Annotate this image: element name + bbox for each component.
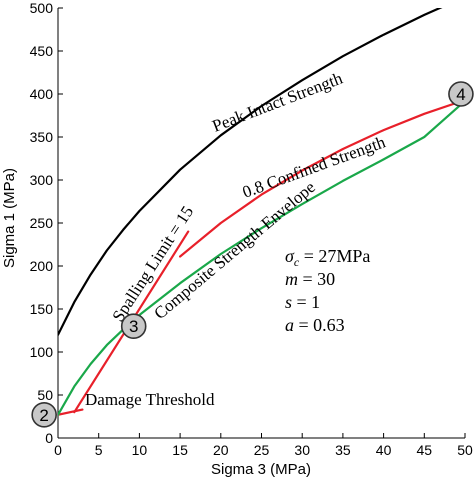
x-axis-title: Sigma 3 (MPa) [211,461,311,478]
param-m: m = 30 [285,269,335,289]
y-tick-label: 400 [30,86,54,102]
y-tick-label: 150 [30,301,54,317]
y-tick-label: 250 [30,215,54,231]
x-tick-label: 25 [254,442,270,458]
curve-labels: Peak Intact Strength 0.8 Confined Streng… [85,68,388,409]
x-tick-label: 35 [335,442,351,458]
marker-label-2: 2 [39,406,48,425]
x-tick-label: 5 [95,442,103,458]
marker-label-3: 3 [129,317,138,336]
marker-2 [31,401,57,428]
x-tick-label: 30 [294,442,310,458]
series-0-8-confined-strength [179,98,465,258]
axes: 0 5 10 15 20 25 30 35 40 45 5005010015020025030035… [30,0,473,458]
x-tick-label: 45 [417,442,433,458]
x-tick-label: 15 [172,442,188,458]
label-peak-intact: Peak Intact Strength [210,68,346,135]
parameter-block: σc = 27MPa m = 30 s = 1 a = 0.63 [285,246,370,335]
x-tick-label: 10 [132,442,148,458]
marker-label-4: 4 [456,85,465,104]
param-a: a = 0.63 [285,315,345,335]
marker-4 [448,81,474,107]
x-tick-label: 40 [376,442,392,458]
param-s: s = 1 [285,292,320,312]
y-tick-label: 0 [45,430,53,446]
y-tick-label: 200 [30,258,54,274]
y-tick-label: 100 [30,344,54,360]
x-tick-label: 20 [213,442,229,458]
y-tick-label: 50 [37,387,53,403]
marker-3 [120,313,147,340]
param-sigma-c: σc = 27MPa [285,246,370,269]
x-tick-label: 50 [457,442,473,458]
series-peak-intact-strength [58,8,443,336]
markers: 2 3 4 [31,81,474,428]
y-tick-label: 350 [30,129,54,145]
series-damage-threshold [58,408,84,416]
series-composite-strength-envelope [58,99,465,416]
y-tick-label: 500 [30,0,54,16]
label-damage-threshold: Damage Threshold [85,390,215,409]
x-tick-label: 0 [54,442,62,458]
y-tick-label: 300 [30,172,54,188]
y-tick-label: 450 [30,43,54,59]
curves [58,8,465,416]
y-axis-title: Sigma 1 (MPa) [1,168,18,268]
